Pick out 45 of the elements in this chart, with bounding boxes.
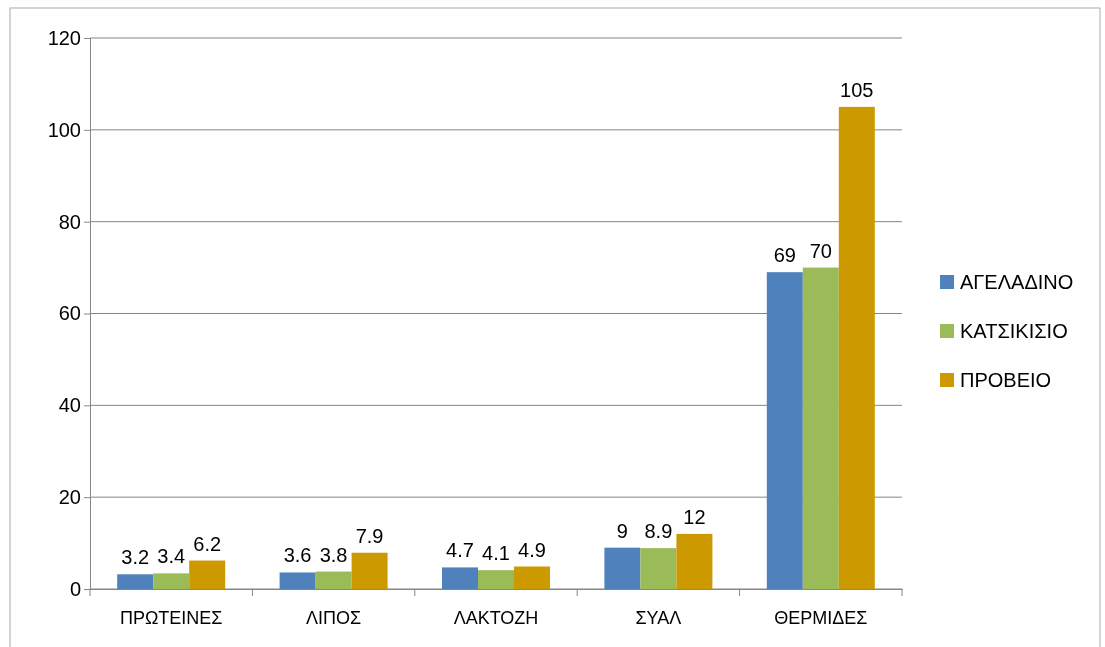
bar	[766, 272, 803, 589]
x-tick-label: ΛΑΚΤΟΖΗ	[453, 607, 539, 628]
bar	[351, 552, 388, 589]
y-tick-label: 60	[58, 302, 81, 325]
data-label: 8.9	[644, 520, 673, 543]
x-tick-label: ΛΙΠΟΣ	[306, 607, 362, 628]
y-tick-label: 40	[58, 394, 81, 417]
bar	[640, 548, 677, 589]
y-tick-label: 80	[58, 210, 81, 233]
data-label: 3.8	[319, 543, 348, 566]
y-tick-label: 100	[47, 118, 81, 141]
data-label: 69	[773, 244, 796, 267]
y-tick-label: 0	[69, 577, 81, 600]
legend-label: ΚΑΤΣΙΚΙΣΙΟ	[960, 320, 1068, 342]
x-tick-label: ΘΕΡΜΙΔΕΣ	[774, 607, 868, 628]
x-tick-label: ΠΡΩΤΕΙΝΕΣ	[119, 607, 223, 628]
bar	[604, 547, 641, 589]
data-label: 12	[683, 505, 706, 528]
data-label: 4.7	[446, 539, 474, 562]
x-tick-label: ΣΥΑΛ	[635, 607, 682, 628]
data-label: 6.2	[193, 532, 222, 555]
data-label: 9	[616, 519, 628, 542]
bar	[315, 571, 352, 589]
bar	[153, 573, 190, 589]
legend-label: ΠΡΟΒΕΙΟ	[960, 369, 1052, 391]
data-label: 3.6	[283, 544, 312, 567]
bar	[514, 566, 550, 589]
bar	[676, 533, 713, 589]
legend-label: ΑΓΕΛΑΔΙΝΟ	[960, 271, 1074, 293]
bar	[442, 567, 478, 589]
data-label: 7.9	[355, 524, 384, 547]
data-label: 70	[809, 239, 832, 262]
data-label: 3.4	[157, 545, 186, 568]
data-label: 105	[840, 78, 874, 101]
data-label: 4.9	[518, 538, 546, 561]
data-label: 3.2	[121, 546, 150, 569]
bar	[117, 574, 154, 589]
bar	[189, 560, 226, 589]
y-tick-label: 120	[47, 26, 81, 49]
y-tick-label: 20	[58, 486, 81, 509]
bar	[802, 267, 839, 589]
bar	[279, 572, 316, 589]
bar	[478, 570, 514, 589]
bar	[838, 106, 875, 589]
data-label: 4.1	[482, 542, 510, 565]
